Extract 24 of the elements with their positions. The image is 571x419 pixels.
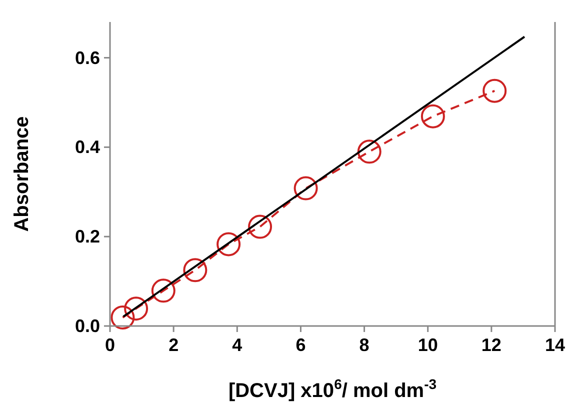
y-tick-label: 0.0 — [74, 316, 100, 336]
point — [151, 278, 176, 303]
y-tick-label: 0.6 — [74, 48, 100, 68]
point — [183, 258, 208, 282]
y-tick-label: 0.2 — [74, 226, 100, 247]
x-axis-title: [DCVJ] x10$^{6}$/ mol dm$^{-3}$ — [228, 376, 437, 402]
point — [420, 104, 445, 128]
point — [482, 78, 507, 103]
x-tick-label: 6 — [296, 335, 306, 355]
point — [216, 232, 241, 256]
point — [248, 214, 272, 239]
x-tick-label: 8 — [359, 335, 370, 355]
point — [110, 306, 135, 330]
x-tick-label: 2 — [168, 335, 179, 355]
point — [124, 296, 148, 321]
x-tick-label: 10 — [418, 335, 438, 355]
x-tick-label: 4 — [232, 335, 242, 355]
x-tick-label: 14 — [544, 335, 566, 355]
x-tick-label: 12 — [481, 335, 502, 355]
x-tick-label: 0 — [104, 335, 116, 355]
y-axis-title: Absorbance — [11, 116, 33, 232]
point — [294, 176, 318, 200]
point — [357, 140, 382, 164]
y-tick-label: 0.4 — [74, 137, 100, 158]
